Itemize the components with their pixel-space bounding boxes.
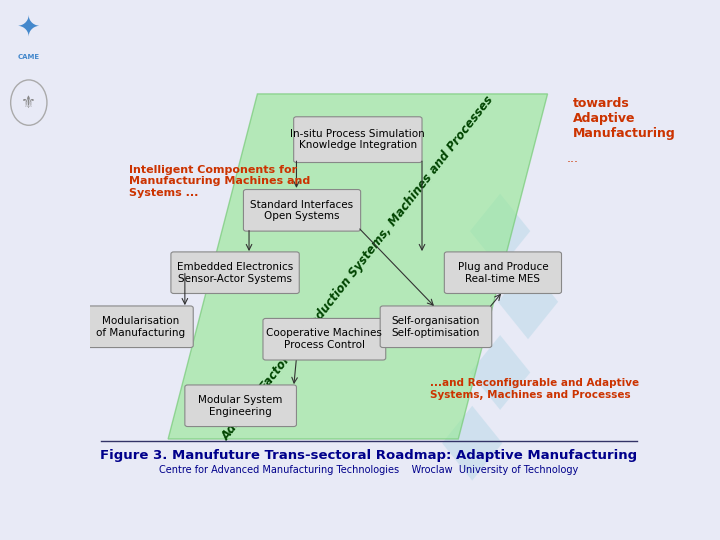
Text: Embedded Electronics
Sensor-Actor Systems: Embedded Electronics Sensor-Actor System…	[177, 262, 293, 284]
FancyBboxPatch shape	[185, 385, 297, 427]
Text: Figure 3. Manufuture Trans-sectoral Roadmap: Adaptive Manufacturing: Figure 3. Manufuture Trans-sectoral Road…	[100, 449, 638, 462]
Text: towards
Adaptive
Manufacturing: towards Adaptive Manufacturing	[572, 97, 675, 140]
FancyBboxPatch shape	[243, 190, 361, 231]
Polygon shape	[470, 335, 530, 410]
FancyBboxPatch shape	[171, 252, 300, 294]
Polygon shape	[470, 194, 530, 268]
Text: ⚜: ⚜	[22, 93, 36, 112]
FancyBboxPatch shape	[87, 306, 193, 348]
FancyBboxPatch shape	[263, 319, 386, 360]
Text: Plug and Produce
Real-time MES: Plug and Produce Real-time MES	[458, 262, 548, 284]
Text: ✦: ✦	[17, 13, 40, 41]
Text: ...: ...	[567, 152, 579, 165]
Polygon shape	[498, 265, 558, 339]
Text: In-situ Process Simulation
Knowledge Integration: In-situ Process Simulation Knowledge Int…	[290, 129, 426, 151]
Text: Standard Interfaces
Open Systems: Standard Interfaces Open Systems	[251, 199, 354, 221]
FancyBboxPatch shape	[294, 117, 422, 163]
Text: Cooperative Machines
Process Control: Cooperative Machines Process Control	[266, 328, 382, 350]
Text: Modular System
Engineering: Modular System Engineering	[199, 395, 283, 416]
Polygon shape	[168, 94, 547, 439]
Polygon shape	[442, 406, 503, 481]
Text: ...and Reconfigurable and Adaptive
Systems, Machines and Processes: ...and Reconfigurable and Adaptive Syste…	[431, 379, 639, 400]
Text: Self-organisation
Self-optimisation: Self-organisation Self-optimisation	[392, 316, 480, 338]
Text: Adaptive Factories, Production Systems, Machines and Processes: Adaptive Factories, Production Systems, …	[220, 94, 496, 443]
Text: Intelligent Components for
Manufacturing Machines and
Systems ...: Intelligent Components for Manufacturing…	[129, 165, 310, 198]
Text: CAME: CAME	[18, 53, 40, 60]
FancyBboxPatch shape	[444, 252, 562, 294]
Text: Modularisation
of Manufacturing: Modularisation of Manufacturing	[96, 316, 185, 338]
Text: Centre for Advanced Manufacturing Technologies    Wroclaw  University of Technol: Centre for Advanced Manufacturing Techno…	[159, 465, 579, 475]
FancyBboxPatch shape	[380, 306, 492, 348]
